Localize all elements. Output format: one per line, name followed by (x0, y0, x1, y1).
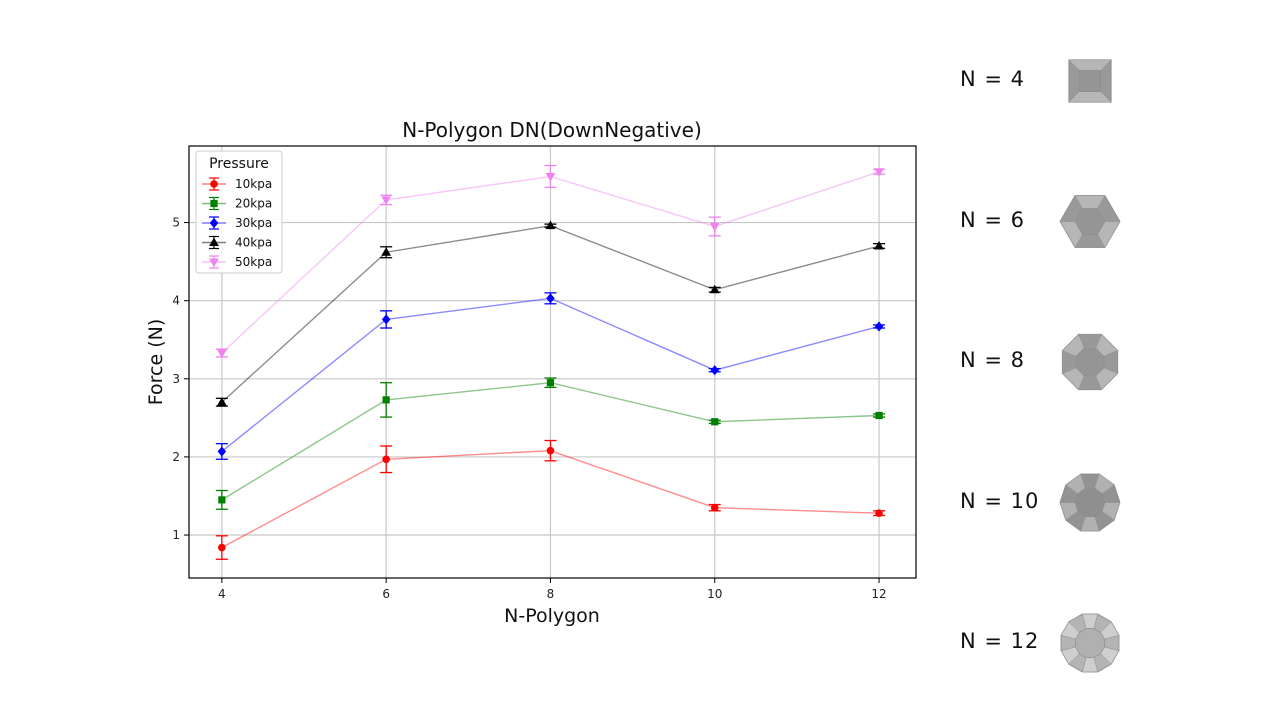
data-point (875, 509, 883, 517)
data-point (382, 455, 390, 464)
legend-entry: 50kpa (202, 255, 272, 269)
polygon-icon-n4 (1068, 59, 1112, 103)
data-point (546, 379, 555, 387)
y-tick-label: 3 (172, 372, 180, 386)
data-point (216, 397, 227, 406)
x-tick-label: 4 (218, 587, 226, 601)
legend-marker (209, 258, 219, 268)
polygon-label-n12: N = 12 (960, 629, 1040, 653)
y-tick-label: 2 (172, 450, 180, 464)
polygon-icon-n10 (1059, 473, 1121, 532)
legend-marker (209, 217, 219, 229)
legend-entry: 10kpa (202, 177, 272, 191)
chart-title: N-Polygon DN(DownNegative) (402, 118, 702, 142)
plot-frame (188, 145, 917, 579)
legend-entry: 30kpa (202, 216, 272, 230)
y-tick-label: 1 (172, 528, 180, 542)
legend-marker (210, 199, 218, 208)
polygon-label-n4: N = 4 (960, 67, 1026, 91)
polygon-icon-n12 (1060, 613, 1120, 673)
legend-entry: 20kpa (202, 197, 272, 211)
legend-marker (210, 180, 218, 188)
data-point (218, 496, 226, 504)
data-point (381, 247, 392, 256)
legend-marker (209, 237, 219, 246)
x-tick-label: 8 (547, 587, 555, 601)
data-point (218, 543, 226, 552)
data-point (874, 240, 884, 250)
x-tick-label: 6 (382, 587, 390, 601)
legend-title: Pressure (209, 156, 269, 172)
x-axis-label: N-Polygon (504, 605, 600, 627)
y-axis-ticks: 1 2 3 4 5 (172, 216, 189, 542)
y-tick-label: 4 (172, 294, 180, 308)
legend-entry: 40kpa (202, 236, 272, 250)
data-point (381, 196, 392, 205)
data-point (711, 418, 719, 426)
polygon-icon-n6 (1059, 195, 1121, 248)
data-point (546, 293, 555, 304)
data-point (710, 365, 719, 376)
legend-label: 30kpa (235, 216, 272, 230)
legend-label: 50kpa (235, 255, 272, 269)
series-50kpa (215, 164, 886, 359)
data-point (874, 168, 884, 177)
polygon-label-n10: N = 10 (960, 488, 1040, 513)
data-point (382, 396, 390, 404)
data-point (545, 220, 556, 230)
polygon-icon-n8 (1061, 333, 1119, 391)
series-10kpa (215, 439, 886, 560)
data-point (216, 349, 227, 359)
data-point (874, 321, 884, 332)
legend-label: 20kpa (235, 197, 272, 211)
data-point (546, 446, 555, 455)
data-point (381, 314, 391, 325)
data-point (709, 284, 720, 294)
series-20kpa (215, 377, 886, 510)
polygon-label-n8: N = 8 (960, 348, 1026, 372)
legend: Pressure 10kpa 20kpa 30kpa 40kpa 50kpa (195, 150, 283, 274)
legend-label: 10kpa (235, 177, 272, 191)
plot-series (215, 164, 886, 560)
grid-lines (189, 146, 916, 578)
x-axis-ticks: 4 6 8 10 12 (218, 578, 887, 601)
x-tick-label: 10 (707, 587, 722, 601)
y-axis-label: Force (N) (145, 319, 167, 405)
x-tick-label: 12 (871, 587, 886, 601)
series-30kpa (215, 292, 886, 460)
polygon-label-n6: N = 6 (960, 207, 1026, 232)
y-tick-label: 5 (172, 216, 180, 230)
data-point (709, 222, 720, 232)
legend-label: 40kpa (235, 236, 272, 250)
data-point (545, 172, 556, 182)
data-point (217, 446, 227, 457)
data-point (710, 503, 719, 512)
series-40kpa (215, 220, 886, 407)
polygon-shape-column (1059, 59, 1121, 673)
data-point (875, 411, 883, 420)
